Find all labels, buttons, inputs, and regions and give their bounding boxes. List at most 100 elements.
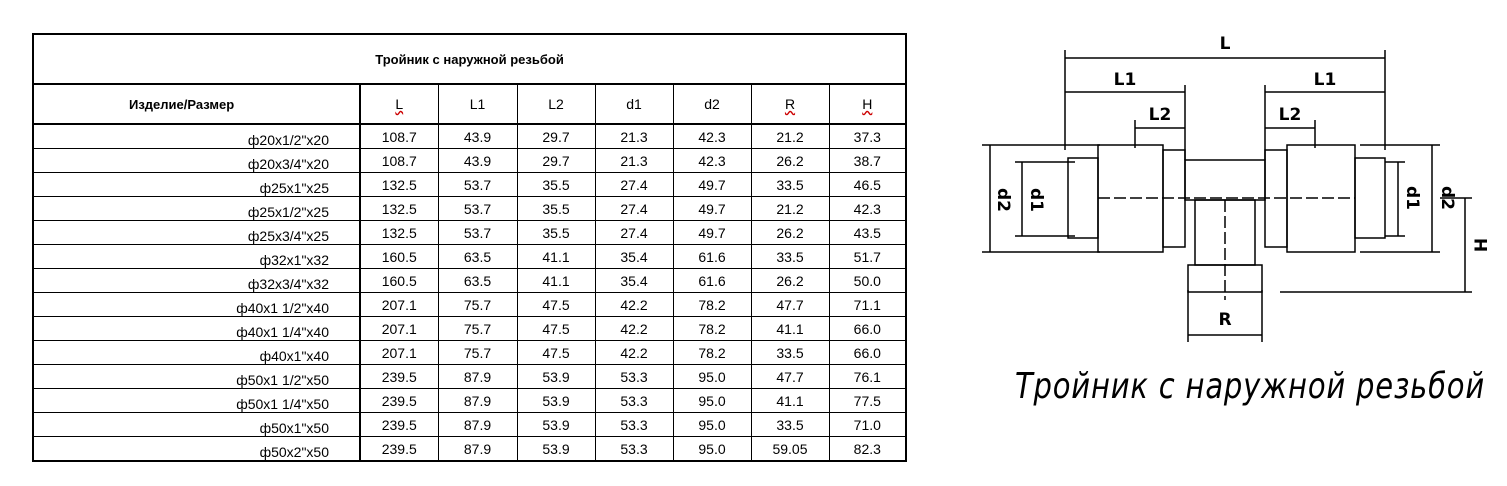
cell: 53.7	[437, 196, 518, 221]
cell: 61.6	[672, 268, 752, 293]
row-label: ф25х1"х25	[32, 172, 361, 197]
cell: 132.5	[359, 220, 439, 245]
cell: 61.6	[672, 244, 752, 269]
table-row: ф25х1/2"х25 132.5 53.7 35.5 27.4 49.7 21.2 42.3	[32, 196, 907, 221]
column-header: d2	[672, 83, 752, 125]
cell: 26.2	[750, 148, 830, 173]
cell: 35.5	[516, 220, 596, 245]
cell: 132.5	[359, 196, 439, 221]
cell: 42.2	[594, 316, 674, 341]
cell: 27.4	[594, 220, 674, 245]
cell: 35.5	[516, 196, 596, 221]
cell: 59.05	[750, 436, 830, 462]
table-row: ф50х1 1/2"х50 239.5 87.9 53.9 53.3 95.0 47.7 76…	[32, 364, 907, 389]
cell: 53.3	[594, 412, 674, 437]
dim-label: H	[1472, 238, 1492, 252]
table-row: ф50х1"х50 239.5 87.9 53.9 53.3 95.0 33.5 71.0	[32, 412, 907, 437]
cell: 42.2	[594, 340, 674, 365]
cell: 53.9	[516, 436, 596, 462]
dim-label: d2	[1437, 186, 1457, 210]
cell: 53.9	[516, 364, 596, 389]
table-row: ф50х2"х50 239.5 87.9 53.9 53.3 95.0 59.05 82.3	[32, 436, 907, 462]
cell: 53.7	[437, 172, 518, 197]
cell: 21.2	[750, 196, 830, 221]
cell: 42.3	[672, 124, 752, 149]
cell: 75.7	[437, 292, 518, 317]
header-text: L2	[548, 96, 564, 112]
cell: 42.3	[828, 196, 907, 221]
cell: 207.1	[359, 292, 439, 317]
cell: 160.5	[359, 268, 439, 293]
cell: 26.2	[750, 220, 830, 245]
cell: 132.5	[359, 172, 439, 197]
dim-label: d1	[1026, 188, 1046, 212]
table-row: ф32х1"х32 160.5 63.5 41.1 35.4 61.6 33.5 51.7	[32, 244, 907, 269]
header-text: d2	[704, 96, 720, 112]
column-header: H	[828, 83, 907, 125]
cell: 239.5	[359, 388, 439, 413]
table-row: ф20х1/2"х20 108.7 43.9 29.7 21.3 42.3 21.2 37.3	[32, 124, 907, 149]
row-label: ф40х1 1/4"х40	[32, 316, 361, 341]
cell: 41.1	[750, 388, 830, 413]
header-text: d1	[626, 96, 642, 112]
column-header: Изделие/Размер	[32, 83, 361, 125]
cell: 239.5	[359, 364, 439, 389]
cell: 87.9	[437, 436, 518, 462]
cell: 41.1	[750, 316, 830, 341]
cell: 95.0	[672, 364, 752, 389]
table-row: ф40х1 1/2"х40 207.1 75.7 47.5 42.2 78.2 47.7 71…	[32, 292, 907, 317]
cell: 87.9	[437, 412, 518, 437]
cell: 43.9	[437, 124, 518, 149]
cell: 78.2	[672, 316, 752, 341]
row-label: ф32х1"х32	[32, 244, 361, 269]
header-text: Изделие/Размер	[129, 96, 235, 112]
cell: 43.9	[437, 148, 518, 173]
cell: 47.7	[750, 364, 830, 389]
row-label: ф40х1 1/2"х40	[32, 292, 361, 317]
cell: 26.2	[750, 268, 830, 293]
row-label: ф20х3/4"х20	[32, 148, 361, 173]
table-row: ф25х3/4"х25 132.5 53.7 35.5 27.4 49.7 26.2 43.5	[32, 220, 907, 245]
cell: 46.5	[828, 172, 907, 197]
cell: 82.3	[828, 436, 907, 462]
dim-label: d2	[993, 188, 1013, 212]
cell: 239.5	[359, 436, 439, 462]
cell: 29.7	[516, 148, 596, 173]
header-text: H	[862, 96, 873, 112]
table-row: ф25х1"х25 132.5 53.7 35.5 27.4 49.7 33.5 46.5	[32, 172, 907, 197]
cell: 47.7	[750, 292, 830, 317]
dim-label: L2	[1279, 105, 1302, 125]
cell: 207.1	[359, 316, 439, 341]
row-label: ф20х1/2"х20	[32, 124, 361, 149]
dim-label: R	[1218, 310, 1231, 330]
cell: 95.0	[672, 436, 752, 462]
cell: 41.1	[516, 244, 596, 269]
dim-label: L2	[1149, 105, 1172, 125]
table-row: ф40х1"х40 207.1 75.7 47.5 42.2 78.2 33.5 66.0	[32, 340, 907, 365]
cell: 50.0	[828, 268, 907, 293]
cell: 66.0	[828, 316, 907, 341]
cell: 53.7	[437, 220, 518, 245]
header-text: L1	[469, 96, 486, 112]
cell: 53.3	[594, 436, 674, 462]
cell: 41.1	[516, 268, 596, 293]
row-label: ф50х1 1/2"х50	[32, 364, 361, 389]
row-label: ф50х1"х50	[32, 412, 361, 437]
cell: 38.7	[828, 148, 907, 173]
cell: 33.5	[750, 412, 830, 437]
column-header: R	[750, 83, 830, 125]
cell: 75.7	[437, 340, 518, 365]
row-label: ф40х1"х40	[32, 340, 361, 365]
table-title: Тройник с наружной резьбой	[32, 34, 907, 85]
cell: 35.5	[516, 172, 596, 197]
cell: 47.5	[516, 292, 596, 317]
dim-label: L	[1220, 34, 1231, 54]
header-text: L	[395, 96, 404, 112]
cell: 37.3	[828, 124, 907, 149]
cell: 53.9	[516, 388, 596, 413]
cell: 95.0	[672, 388, 752, 413]
cell: 63.5	[437, 244, 518, 269]
cell: 42.3	[672, 148, 752, 173]
